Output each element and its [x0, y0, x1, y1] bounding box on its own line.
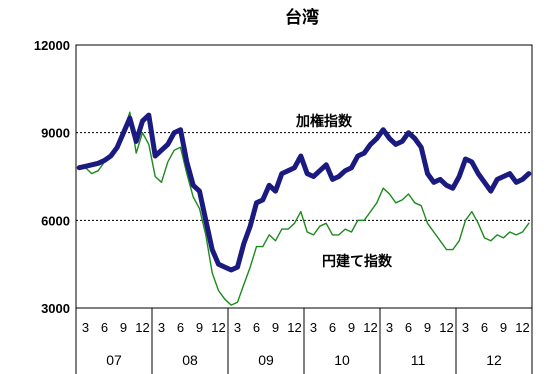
x-tick-label: 3	[310, 320, 317, 335]
x-tick-label: 12	[363, 320, 377, 335]
chart-title: 台湾	[285, 7, 319, 27]
y-tick-label: 9000	[41, 126, 70, 141]
x-tick-label: 12	[135, 320, 149, 335]
year-label: 08	[182, 352, 198, 368]
y-tick-label: 6000	[41, 213, 70, 228]
year-label: 09	[258, 352, 274, 368]
x-tick-label: 6	[101, 320, 108, 335]
series1-annotation: 加権指数	[295, 113, 353, 129]
series-line-2	[78, 111, 530, 306]
series-line-1	[76, 112, 532, 273]
year-label: 12	[486, 352, 502, 368]
year-label: 07	[106, 352, 122, 368]
x-tick-label: 9	[196, 320, 203, 335]
plot-area	[75, 44, 533, 309]
series-lines	[76, 111, 532, 306]
x-tick-label: 12	[287, 320, 301, 335]
x-tick-label: 12	[211, 320, 225, 335]
year-label: 10	[334, 352, 350, 368]
x-tick-label: 9	[120, 320, 127, 335]
x-tick-label: 3	[158, 320, 165, 335]
x-tick-label: 12	[439, 320, 453, 335]
y-tick-label: 3000	[41, 301, 70, 316]
x-tick-label: 3	[234, 320, 241, 335]
series2-annotation: 円建て指数	[322, 253, 393, 269]
x-tick-label: 9	[424, 320, 431, 335]
x-tick-label: 6	[481, 320, 488, 335]
x-tick-label: 6	[329, 320, 336, 335]
x-tick-label: 9	[348, 320, 355, 335]
x-tick-label: 3	[82, 320, 89, 335]
x-tick-label: 6	[405, 320, 412, 335]
x-tick-label: 3	[462, 320, 469, 335]
y-axis: 3000 6000 9000 12000	[34, 38, 70, 316]
gridlines	[75, 44, 533, 309]
x-tick-label: 9	[500, 320, 507, 335]
x-tick-label: 6	[253, 320, 260, 335]
x-tick-label: 12	[515, 320, 529, 335]
x-tick-label: 9	[272, 320, 279, 335]
x-tick-label: 3	[386, 320, 393, 335]
y-tick-label: 12000	[34, 38, 70, 53]
x-tick-label: 6	[177, 320, 184, 335]
year-label: 11	[411, 352, 426, 368]
